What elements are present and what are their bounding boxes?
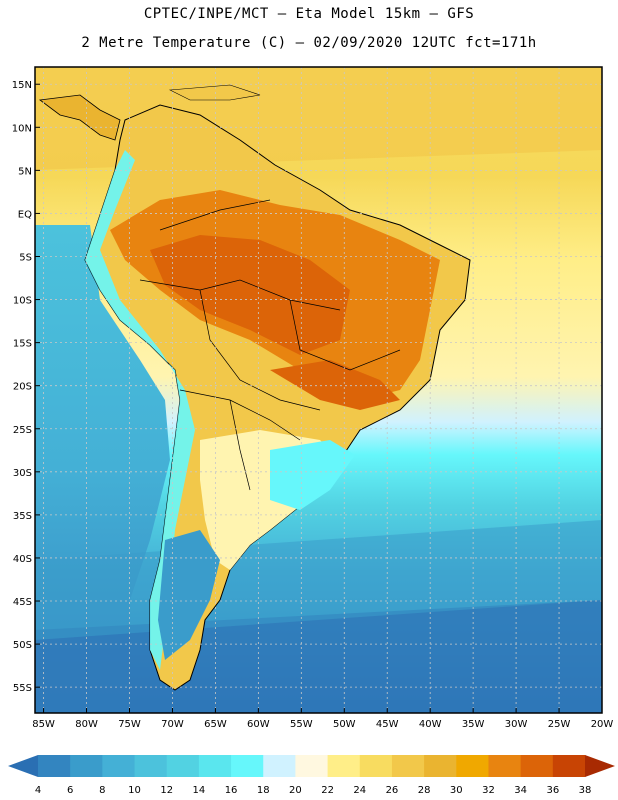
- legend-swatch: [263, 755, 296, 777]
- legend-swatch: [520, 755, 554, 777]
- lon-tick-label: 30W: [505, 719, 528, 730]
- lat-tick-label: EQ: [18, 209, 32, 220]
- legend-value-label: 14: [193, 785, 206, 796]
- lat-tick-label: 45S: [13, 597, 32, 608]
- legend-swatch: [295, 755, 329, 777]
- legend-swatch: [456, 755, 489, 777]
- lon-tick-label: 50W: [333, 719, 356, 730]
- legend-value-label: 26: [386, 785, 399, 796]
- latitude-labels: 15N 10N 5N EQ 5S 10S 15S 20S 25S 30S 35S 40S 45S 50S 5…: [12, 80, 40, 694]
- legend-swatch: [359, 755, 393, 777]
- legend-swatch: [70, 755, 103, 777]
- legend-swatch: [134, 755, 168, 777]
- lon-tick-label: 80W: [75, 719, 98, 730]
- legend-swatch: [552, 755, 586, 777]
- lat-tick-label: 5S: [19, 252, 32, 263]
- legend-swatch: [488, 755, 522, 777]
- legend-value-label: 32: [482, 785, 495, 796]
- lat-tick-label: 35S: [13, 511, 32, 522]
- color-legend: 4 6 8 10 12 14 16 18 20 22 24 26 28 30 32 34 36 38: [8, 755, 615, 796]
- lon-tick-label: 40W: [419, 719, 442, 730]
- lat-tick-label: 10N: [12, 123, 32, 134]
- southeast-brazil-hot: [270, 360, 400, 410]
- legend-swatch: [166, 755, 200, 777]
- legend-value-label: 24: [353, 785, 366, 796]
- legend-swatch: [424, 755, 457, 777]
- chart-title-line-1: CPTEC/INPE/MCT – Eta Model 15km – GFS: [143, 6, 475, 22]
- legend-value-label: 10: [128, 785, 141, 796]
- lon-tick-label: 20W: [591, 719, 614, 730]
- central-america-land: [38, 94, 121, 141]
- lat-tick-label: 15S: [13, 339, 32, 350]
- legend-value-label: 8: [99, 785, 105, 796]
- map-frame: [34, 66, 603, 714]
- legend-swatch: [391, 755, 425, 777]
- lat-tick-label: 10S: [13, 296, 32, 307]
- caribbean-islands: [168, 84, 261, 101]
- lon-tick-label: 70W: [161, 719, 184, 730]
- lon-tick-label: 25W: [548, 719, 571, 730]
- lat-tick-label: 50S: [13, 640, 32, 651]
- legend-swatch: [102, 755, 136, 777]
- uruguay-cool-region: [270, 440, 355, 510]
- lon-tick-label: 55W: [290, 719, 313, 730]
- lat-tick-label: 55S: [13, 683, 32, 694]
- legend-value-label: 36: [546, 785, 559, 796]
- legend-value-label: 34: [514, 785, 527, 796]
- lat-tick-label: 15N: [12, 80, 32, 91]
- legend-value-label: 30: [450, 785, 463, 796]
- longitude-labels: 85W 80W 75W 70W 65W 60W 55W 50W 45W 40W 35W 30W 25W 2…: [32, 708, 613, 730]
- hottest-core-region: [150, 235, 350, 355]
- legend-value-label: 4: [35, 785, 41, 796]
- legend-value-label: 16: [225, 785, 238, 796]
- lat-tick-label: 5N: [18, 166, 32, 177]
- lon-tick-label: 65W: [204, 719, 227, 730]
- patagonia-cold-region: [158, 530, 220, 660]
- chart-title-line-2: 2 Metre Temperature (C) – 02/09/2020 12U…: [81, 35, 537, 51]
- lon-tick-label: 35W: [462, 719, 485, 730]
- legend-swatch: [327, 755, 361, 777]
- legend-value-label: 18: [257, 785, 270, 796]
- lon-tick-label: 85W: [32, 719, 55, 730]
- legend-high-arrow: [585, 755, 615, 777]
- country-borders: [139, 199, 401, 491]
- legend-swatch: [38, 755, 71, 777]
- lat-tick-label: 20S: [13, 382, 32, 393]
- legend-value-label: 28: [418, 785, 431, 796]
- legend-value-label: 38: [579, 785, 592, 796]
- legend-swatch: [231, 755, 264, 777]
- legend-value-label: 12: [160, 785, 173, 796]
- legend-value-label: 20: [289, 785, 302, 796]
- lon-tick-label: 60W: [247, 719, 270, 730]
- map-area: [35, 67, 602, 713]
- legend-value-label: 6: [67, 785, 73, 796]
- lat-tick-label: 40S: [13, 554, 32, 565]
- lat-tick-label: 25S: [13, 425, 32, 436]
- lon-tick-label: 45W: [376, 719, 399, 730]
- legend-value-label: 22: [321, 785, 334, 796]
- lon-tick-label: 75W: [118, 719, 141, 730]
- legend-swatch: [198, 755, 232, 777]
- lat-tick-label: 30S: [13, 468, 32, 479]
- legend-low-arrow: [8, 755, 38, 777]
